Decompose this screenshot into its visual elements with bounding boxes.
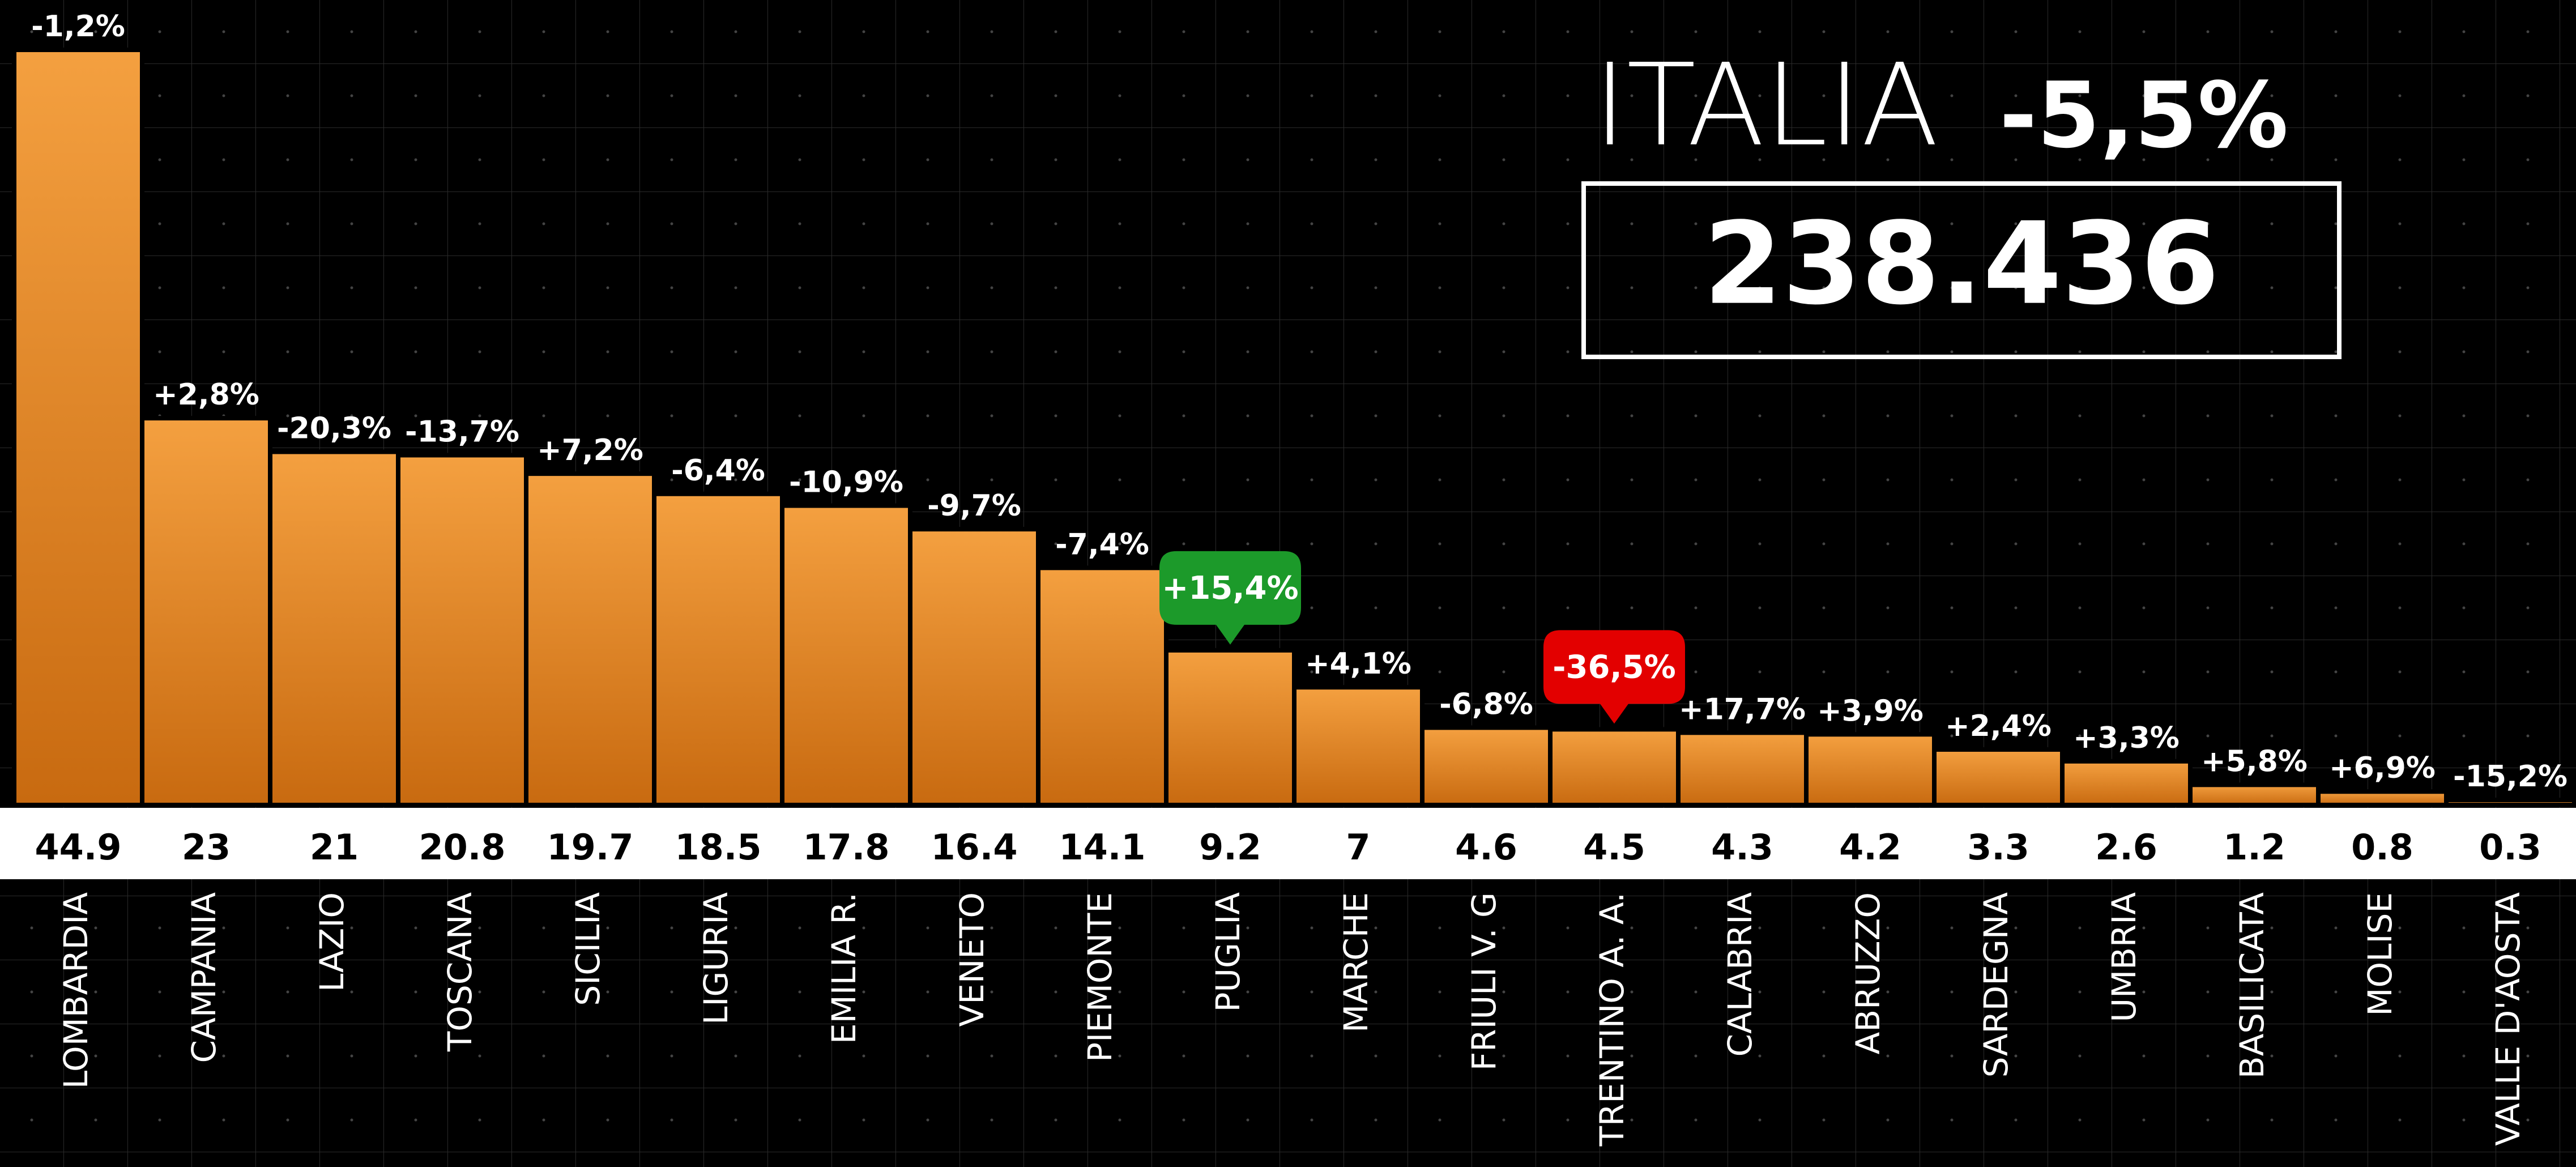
value-label: 4.3 xyxy=(1711,827,1773,868)
value-label: 44.9 xyxy=(35,827,122,868)
value-label: 0.3 xyxy=(2479,827,2541,868)
bar xyxy=(2190,785,2318,805)
x-tick-label: MOLISE xyxy=(2361,892,2399,1016)
change-label: -15,2% xyxy=(2453,760,2568,794)
x-tick-label: SICILIA xyxy=(569,892,607,1006)
bar xyxy=(1678,732,1806,805)
bar xyxy=(654,494,782,805)
bar xyxy=(782,506,910,805)
value-label: 0.8 xyxy=(2351,827,2413,868)
change-label: +6,9% xyxy=(2329,751,2436,785)
total-value: 238.436 xyxy=(1704,198,2220,330)
change-label: +7,2% xyxy=(537,433,643,467)
value-label: 19.7 xyxy=(547,827,634,868)
chart: ITALIA -5,5% 238.436 -1,2% 44.9 LOMBARDIA +… xyxy=(0,0,2576,1167)
bar xyxy=(1934,749,2062,805)
value-label: 1.2 xyxy=(2223,827,2285,868)
change-label: +15,4% xyxy=(1162,570,1298,607)
change-label: +5,8% xyxy=(2201,744,2308,778)
bar xyxy=(1422,727,1550,805)
value-label: 3.3 xyxy=(1967,827,2029,868)
bar xyxy=(1550,729,1678,805)
x-tick-label: TOSCANA xyxy=(441,892,479,1052)
value-label: 21 xyxy=(310,827,359,868)
value-label: 18.5 xyxy=(675,827,762,868)
value-label: 9.2 xyxy=(1199,827,1261,868)
change-label: -13,7% xyxy=(405,415,519,449)
x-tick-label: PUGLIA xyxy=(1209,892,1247,1012)
x-tick-label: ABRUZZO xyxy=(1849,892,1887,1054)
value-label: 17.8 xyxy=(803,827,890,868)
x-tick-label: BASILICATA xyxy=(2233,892,2271,1079)
bar xyxy=(14,50,142,805)
bar xyxy=(398,455,526,805)
bar xyxy=(1294,687,1422,805)
bar xyxy=(1038,568,1166,805)
change-label: -6,8% xyxy=(1439,687,1533,721)
change-label: -7,4% xyxy=(1055,527,1149,561)
x-tick-label: UMBRIA xyxy=(2105,892,2143,1023)
value-label: 14.1 xyxy=(1059,827,1146,868)
x-tick-label: MARCHE xyxy=(1337,892,1375,1033)
x-tick-label: LAZIO xyxy=(313,892,351,992)
x-tick-label: TRENTINO A. A. xyxy=(1593,892,1631,1147)
change-label: -36,5% xyxy=(1553,649,1676,686)
x-tick-label: FRIULI V. G xyxy=(1465,892,1503,1071)
x-tick-label: CAMPANIA xyxy=(185,892,223,1063)
bar xyxy=(1806,734,1934,805)
value-strip xyxy=(0,808,2576,879)
x-tick-label: VALLE D'AOSTA xyxy=(2489,892,2527,1146)
x-tick-label: PIEMONTE xyxy=(1081,892,1119,1062)
change-label: -9,7% xyxy=(927,489,1021,523)
change-label: +2,4% xyxy=(1945,709,2052,743)
x-tick-label: LOMBARDIA xyxy=(57,892,95,1089)
bar xyxy=(142,418,270,805)
change-label: -6,4% xyxy=(671,454,765,488)
value-label: 23 xyxy=(182,827,231,868)
change-label: +3,9% xyxy=(1817,694,1924,728)
x-tick-label: EMILIA R. xyxy=(825,892,863,1044)
change-label: +2,8% xyxy=(153,378,259,412)
change-label: +4,1% xyxy=(1305,647,1411,681)
x-tick-label: LIGURIA xyxy=(697,892,735,1025)
chart-title: ITALIA xyxy=(1593,40,1939,172)
x-tick-label: SARDEGNA xyxy=(1977,892,2015,1078)
bar xyxy=(1166,650,1294,805)
bar xyxy=(2446,800,2574,805)
change-label: -10,9% xyxy=(789,466,903,500)
value-label: 16.4 xyxy=(931,827,1018,868)
change-label: -20,3% xyxy=(277,412,391,446)
title-change: -5,5% xyxy=(1999,62,2288,168)
bar xyxy=(2318,791,2446,805)
value-label: 7 xyxy=(1346,827,1370,868)
bar xyxy=(526,474,654,805)
value-label: 4.5 xyxy=(1583,827,1645,868)
x-tick-label: VENETO xyxy=(953,892,991,1027)
value-label: 2.6 xyxy=(2095,827,2157,868)
page: ITALIA -5,5% 238.436 -1,2% 44.9 LOMBARDIA +… xyxy=(0,0,2576,1167)
bar xyxy=(270,452,398,805)
value-label: 4.2 xyxy=(1839,827,1901,868)
bar xyxy=(910,529,1038,805)
x-tick-label: CALABRIA xyxy=(1721,892,1759,1057)
value-label: 20.8 xyxy=(419,827,506,868)
change-label: -1,2% xyxy=(31,10,125,44)
change-label: +17,7% xyxy=(1679,692,1806,726)
bar xyxy=(2062,761,2190,805)
change-label: +3,3% xyxy=(2073,721,2180,755)
value-label: 4.6 xyxy=(1455,827,1517,868)
